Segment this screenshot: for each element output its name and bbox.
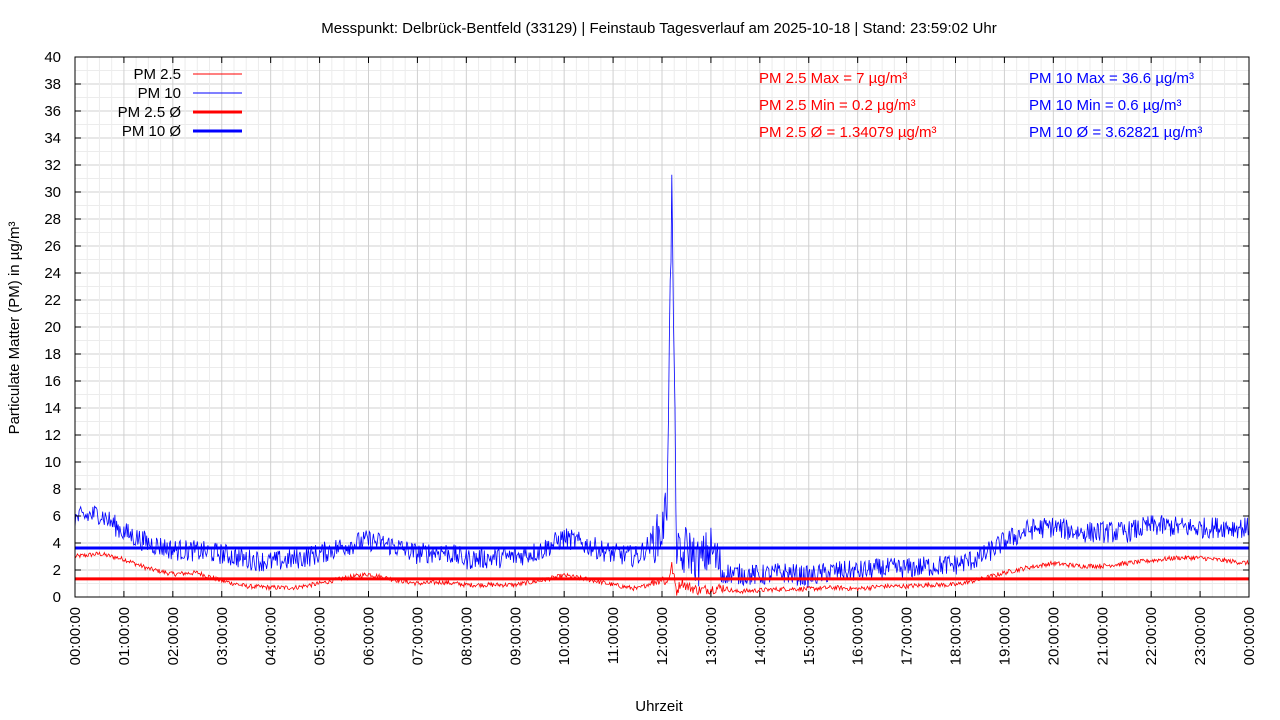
- y-tick-label: 8: [53, 481, 61, 498]
- x-tick-label: 15:00:00: [801, 607, 818, 665]
- x-tick-label: 18:00:00: [948, 607, 965, 665]
- annotation-pm25: PM 2.5 Max = 7 µg/m³: [759, 70, 907, 87]
- x-tick-label: 17:00:00: [899, 607, 916, 665]
- data-series: [74, 174, 1250, 596]
- annotation-pm25: PM 2.5 Min = 0.2 µg/m³: [759, 97, 916, 114]
- annotation-pm10: PM 10 Max = 36.6 µg/m³: [1029, 70, 1194, 87]
- y-tick-label: 40: [44, 49, 61, 66]
- x-tick-label: 21:00:00: [1094, 607, 1111, 665]
- x-axis-label: Uhrzeit: [635, 698, 683, 715]
- x-tick-label: 06:00:00: [361, 607, 378, 665]
- x-tick-label: 03:00:00: [214, 607, 231, 665]
- y-tick-label: 18: [44, 346, 61, 363]
- y-axis-label: Particulate Matter (PM) in µg/m³: [6, 222, 23, 435]
- x-tick-label: 10:00:00: [556, 607, 573, 665]
- legend: PM 2.5 PM 10 PM 2.5 Ø PM 10 Ø: [118, 66, 242, 140]
- annotation-pm10: PM 10 Ø = 3.62821 µg/m³: [1029, 124, 1202, 141]
- x-tick-label: 20:00:00: [1045, 607, 1062, 665]
- axis-ticks: 024681012141618202224262830323436384000:…: [44, 49, 1258, 665]
- chart-title: Messpunkt: Delbrück-Bentfeld (33129) | F…: [321, 20, 996, 37]
- legend-label: PM 2.5: [133, 66, 181, 83]
- y-tick-label: 0: [53, 589, 61, 606]
- x-tick-label: 07:00:00: [409, 607, 426, 665]
- x-tick-label: 23:00:00: [1192, 607, 1209, 665]
- x-tick-label: 13:00:00: [703, 607, 720, 665]
- x-tick-label: 09:00:00: [507, 607, 524, 665]
- y-tick-label: 38: [44, 76, 61, 93]
- y-tick-label: 34: [44, 130, 61, 147]
- y-tick-label: 2: [53, 562, 61, 579]
- y-tick-label: 26: [44, 238, 61, 255]
- x-tick-label: 00:00:00: [67, 607, 84, 665]
- y-tick-label: 28: [44, 211, 61, 228]
- annotation-pm10: PM 10 Min = 0.6 µg/m³: [1029, 97, 1181, 114]
- legend-label: PM 2.5 Ø: [118, 104, 182, 121]
- y-tick-label: 14: [44, 400, 61, 417]
- x-tick-label: 14:00:00: [752, 607, 769, 665]
- y-tick-label: 12: [44, 427, 61, 444]
- y-tick-label: 16: [44, 373, 61, 390]
- x-tick-label: 04:00:00: [263, 607, 280, 665]
- y-tick-label: 32: [44, 157, 61, 174]
- legend-label: PM 10: [138, 85, 181, 102]
- annotation-pm25: PM 2.5 Ø = 1.34079 µg/m³: [759, 124, 936, 141]
- y-tick-label: 22: [44, 292, 61, 309]
- x-tick-label: 08:00:00: [458, 607, 475, 665]
- y-tick-label: 24: [44, 265, 61, 282]
- y-tick-label: 36: [44, 103, 61, 120]
- y-tick-label: 20: [44, 319, 61, 336]
- x-tick-label: 12:00:00: [654, 607, 671, 665]
- x-tick-label: 16:00:00: [850, 607, 867, 665]
- x-tick-label: 22:00:00: [1143, 607, 1160, 665]
- x-tick-label: 05:00:00: [312, 607, 329, 665]
- x-tick-label: 02:00:00: [165, 607, 182, 665]
- y-tick-label: 10: [44, 454, 61, 471]
- x-tick-label: 19:00:00: [996, 607, 1013, 665]
- series-line-pm-10: [74, 174, 1250, 588]
- x-tick-label: 11:00:00: [605, 607, 622, 664]
- x-tick-label: 01:00:00: [116, 607, 133, 665]
- stats-annotations: PM 2.5 Max = 7 µg/m³ PM 2.5 Min = 0.2 µg/…: [759, 70, 1202, 141]
- y-tick-label: 6: [53, 508, 61, 525]
- x-tick-label: 00:00:00: [1241, 607, 1258, 665]
- legend-label: PM 10 Ø: [122, 123, 182, 140]
- y-tick-label: 4: [53, 535, 61, 552]
- y-tick-label: 30: [44, 184, 61, 201]
